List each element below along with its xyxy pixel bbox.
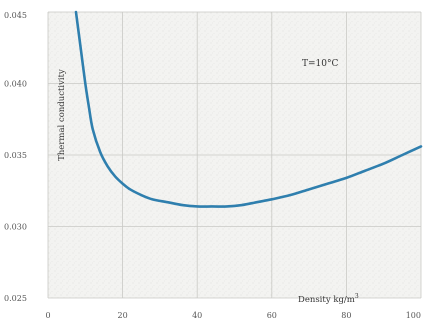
y-tick-label: 0.025 (4, 294, 27, 303)
series-line (74, 10, 423, 208)
y-tick-label: 0.045 (4, 11, 27, 20)
y-tick-label: 0.030 (4, 223, 27, 232)
x-axis-title-text: Density kg/m (298, 295, 355, 305)
y-axis-title: Thermal conductivity (57, 69, 67, 161)
temperature-annotation: T=10°C (302, 59, 338, 69)
x-tick-label: 0 (45, 311, 50, 320)
gridlines (47, 11, 422, 299)
x-axis-title-superscript: 3 (355, 293, 359, 300)
y-tick-label: 0.035 (4, 151, 27, 160)
x-tick-label: 60 (267, 311, 277, 320)
x-tick-label: 80 (341, 311, 351, 320)
x-axis-title: Density kg/m3 (298, 293, 359, 305)
x-tick-label: 20 (118, 311, 128, 320)
x-tick-label: 100 (406, 311, 421, 320)
y-tick-labels: 0.025 0.030 0.035 0.040 0.045 (4, 11, 27, 303)
x-tick-labels: 0 20 40 60 80 100 (45, 311, 421, 320)
y-tick-label: 0.040 (4, 80, 27, 89)
x-tick-label: 40 (192, 311, 202, 320)
